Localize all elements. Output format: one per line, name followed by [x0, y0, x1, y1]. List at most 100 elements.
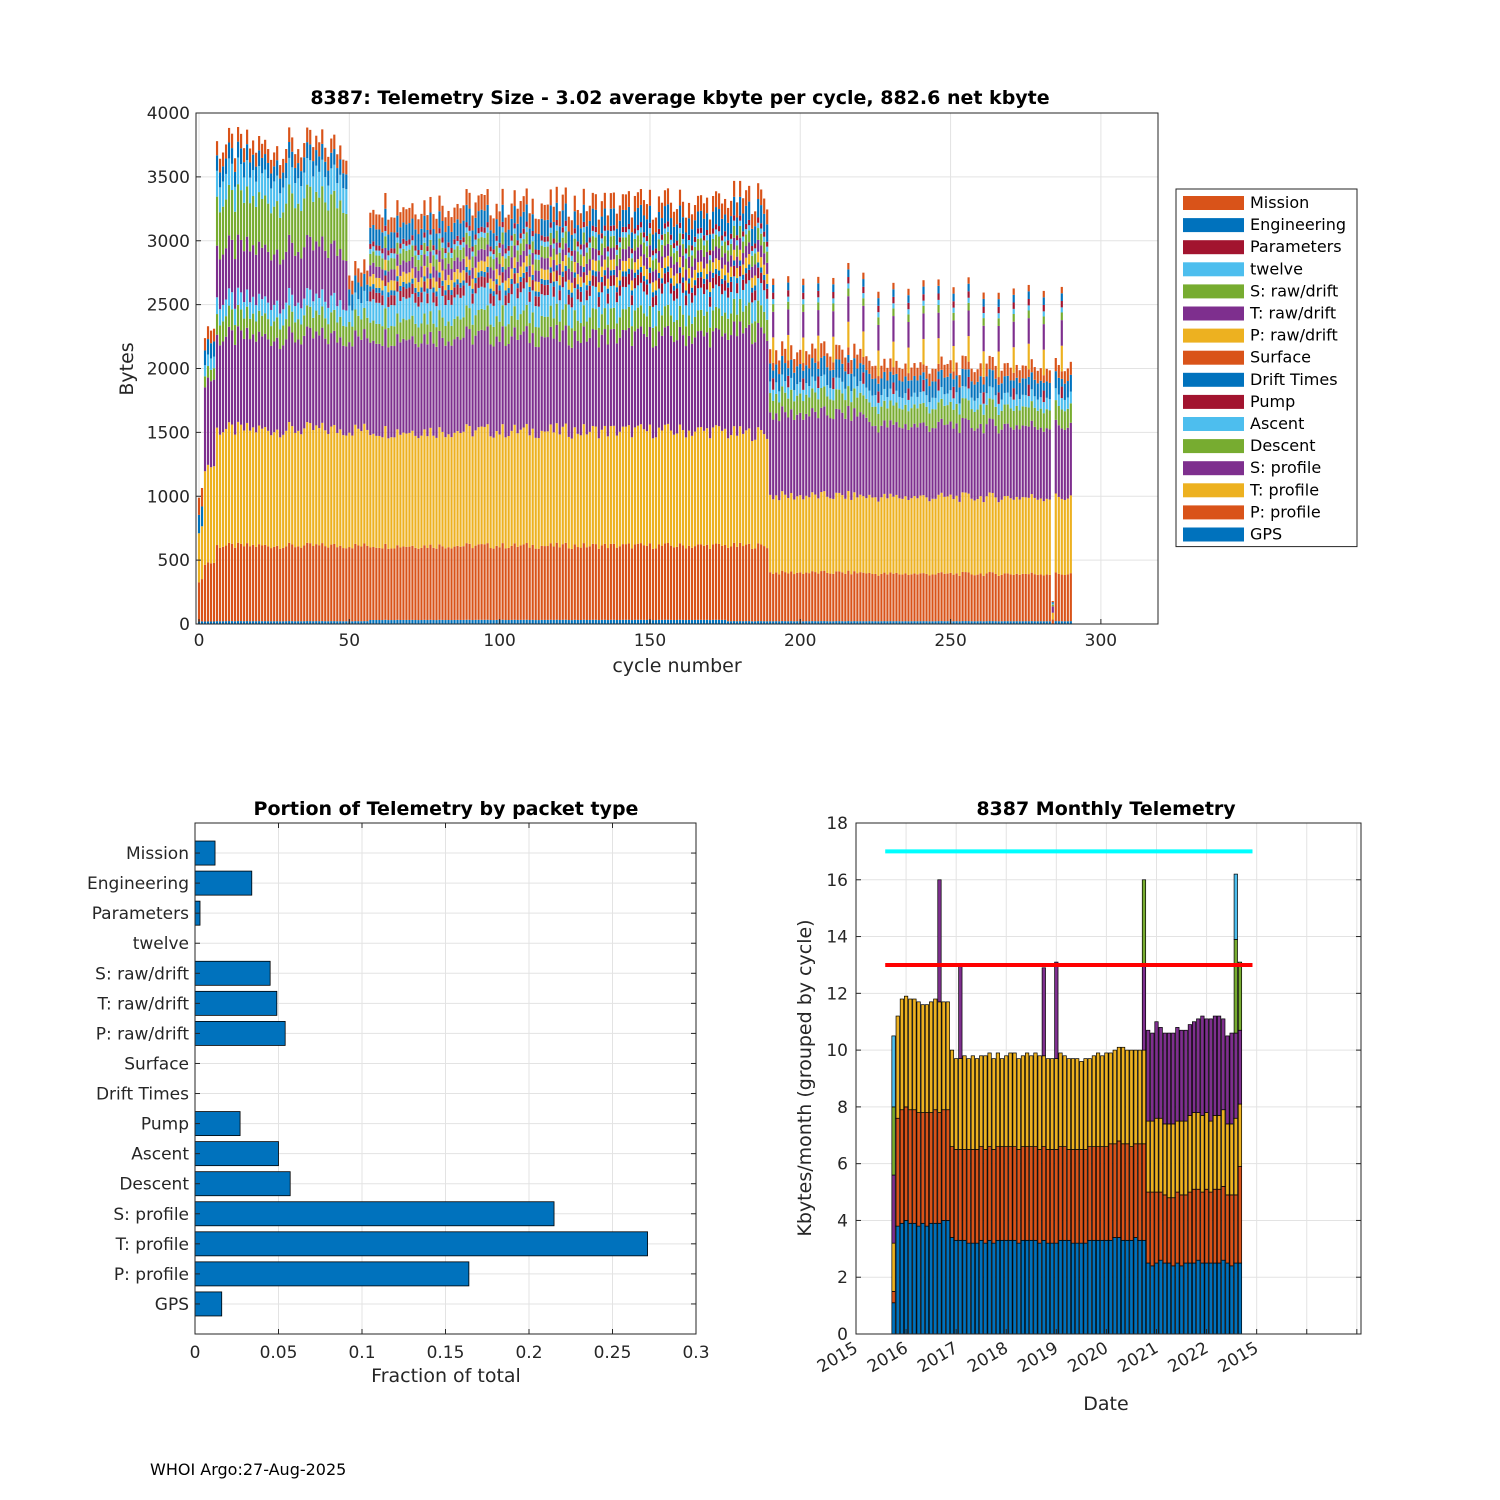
month-bar-segment [1104, 1239, 1109, 1335]
bar-segment [714, 327, 718, 426]
bar-segment [937, 299, 940, 305]
bar-segment [654, 620, 658, 624]
bar-segment [627, 268, 630, 274]
bar-segment [534, 548, 537, 621]
bar-segment [429, 263, 432, 274]
bar-segment [215, 170, 219, 197]
bar-segment [450, 252, 453, 258]
bar-segment [705, 197, 709, 214]
bar-segment [663, 206, 667, 224]
bar-segment [447, 263, 450, 275]
bar-segment [224, 248, 228, 300]
bar-segment [414, 277, 417, 288]
bar-segment [261, 545, 264, 622]
bar-segment [197, 514, 201, 534]
bar-segment [618, 270, 621, 281]
month-bar-segment [1096, 1146, 1101, 1241]
bar-segment [645, 619, 649, 624]
bar-segment [630, 248, 633, 254]
bar-segment [276, 146, 279, 161]
bar-segment [486, 267, 489, 273]
bar-segment [1015, 496, 1018, 574]
bar-segment [1060, 398, 1063, 410]
bar-segment [399, 619, 402, 624]
bar-segment [757, 278, 760, 301]
bar-segment [742, 241, 745, 254]
bar-segment [922, 364, 925, 373]
bar-segment [937, 312, 940, 339]
month-bar-segment [1150, 1032, 1155, 1122]
bar-segment [820, 571, 823, 622]
bar-segment [639, 619, 643, 624]
bar-segment [246, 144, 249, 161]
bar-segment [1027, 284, 1030, 292]
month-bar-segment [937, 1001, 942, 1113]
bar-segment [1027, 621, 1030, 624]
month-bar-segment [1100, 1055, 1105, 1147]
bar-segment [991, 357, 994, 371]
bar-segment [249, 177, 252, 204]
bar-segment [751, 323, 754, 345]
bar-segment [639, 543, 643, 620]
bar-segment [742, 311, 745, 334]
bar-segment [907, 322, 910, 348]
bar-segment [727, 282, 730, 288]
bar-segment [224, 158, 228, 174]
bar-segment [360, 339, 363, 432]
bar-segment [495, 268, 498, 280]
bar-segment [922, 621, 925, 624]
bar-segment [642, 215, 646, 233]
bar-segment [627, 224, 630, 230]
bar-segment [937, 285, 940, 294]
bar-segment [639, 424, 643, 544]
bar-segment [570, 328, 573, 348]
bar-segment [537, 620, 540, 624]
bar-segment [351, 435, 354, 549]
bar-segment [853, 492, 856, 572]
bar-segment [847, 347, 850, 355]
bar-segment [802, 292, 805, 300]
bar-segment [624, 544, 627, 620]
bar-segment [405, 288, 408, 299]
bar-segment [727, 287, 730, 298]
bar-segment [1000, 383, 1003, 400]
bar-segment [537, 296, 540, 307]
bar-segment [778, 360, 781, 375]
bar-segment [705, 279, 709, 290]
bar-segment [820, 387, 823, 408]
bar-segment [796, 572, 799, 622]
bar-segment [321, 543, 324, 622]
bar-segment [832, 284, 835, 293]
month-bar-segment [1154, 1021, 1159, 1119]
bar-segment [696, 544, 700, 620]
bar-segment [606, 256, 609, 268]
footer-stamp: WHOI Argo:27-Aug-2025 [150, 1460, 347, 1479]
bar-segment [537, 219, 540, 234]
bar-segment [300, 211, 303, 259]
bar-segment [249, 251, 252, 303]
bar-segment [832, 362, 835, 370]
bar-segment [730, 435, 733, 547]
bar-segment [597, 292, 600, 298]
bar-segment [468, 270, 471, 276]
bar-segment [450, 294, 453, 305]
bar-segment [354, 261, 357, 276]
bar-segment [230, 424, 234, 544]
bar-segment [399, 434, 402, 548]
bar-segment [705, 289, 709, 312]
bar-segment [687, 619, 691, 624]
bar-segment [907, 621, 910, 624]
bar-segment [447, 434, 450, 548]
month-bar-segment [1137, 1239, 1142, 1335]
legend-swatch [1183, 461, 1244, 476]
bar-segment [832, 369, 835, 378]
bar-segment [282, 434, 285, 548]
bar-segment [555, 303, 558, 325]
bar-segment [603, 247, 606, 260]
bar-segment [919, 621, 922, 624]
bar-segment [672, 290, 676, 301]
bar-segment [336, 208, 339, 256]
bar-segment [423, 334, 426, 430]
bar-segment [799, 412, 802, 496]
